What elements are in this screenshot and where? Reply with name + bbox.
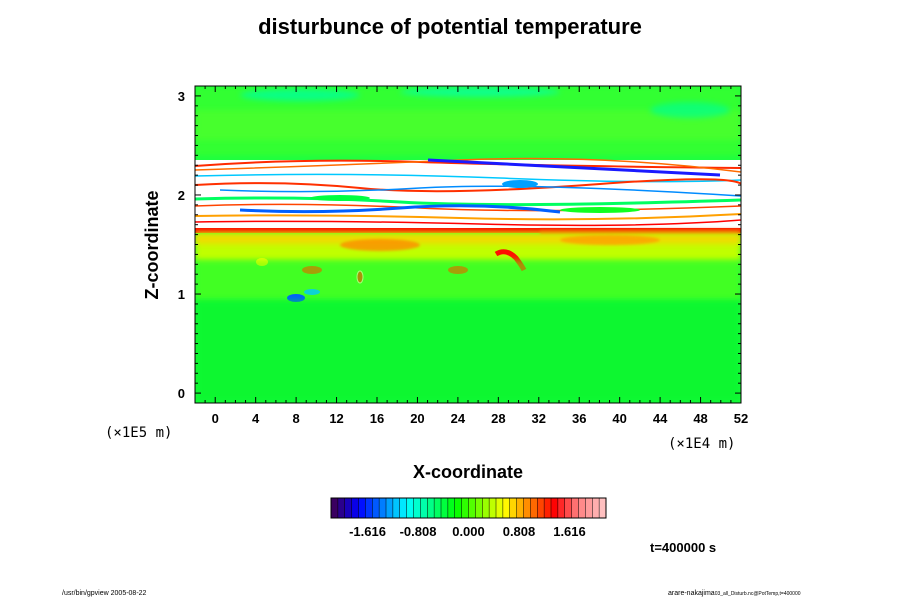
x-tick-label: 36 xyxy=(572,411,586,426)
footer-author: arare-nakajima xyxy=(668,590,715,597)
colorbar-tick-label: 0.000 xyxy=(452,524,485,539)
colorbar-swatch xyxy=(351,498,359,518)
y-tick-label: 2 xyxy=(178,188,185,203)
x-tick-label: 32 xyxy=(532,411,546,426)
colorbar-swatch xyxy=(372,498,380,518)
colorbar-swatch xyxy=(592,498,600,518)
colorbar-swatch xyxy=(523,498,531,518)
x-tick-label: 8 xyxy=(292,411,299,426)
colorbar-swatch xyxy=(537,498,545,518)
colorbar-swatch xyxy=(406,498,414,518)
colorbar-swatch xyxy=(564,498,573,518)
time-label: t=400000 s xyxy=(650,540,717,555)
colorbar-swatch xyxy=(337,498,346,518)
colorbar-frame xyxy=(330,497,607,519)
colorbar-swatch xyxy=(441,498,449,518)
colorbar-swatch xyxy=(392,498,401,518)
x-tick-label: 44 xyxy=(653,411,668,426)
x-tick-label: 4 xyxy=(252,411,260,426)
y-axis-title: Z-coordinate xyxy=(142,190,162,299)
colorbar-swatch xyxy=(530,498,538,518)
colorbar-swatch xyxy=(399,498,408,518)
colorbar-swatch xyxy=(489,498,497,518)
axis-ticks xyxy=(194,85,742,404)
x-tick-label: 12 xyxy=(329,411,343,426)
colorbar-swatch xyxy=(475,498,483,518)
colorbar-swatch xyxy=(551,498,559,518)
colorbar xyxy=(330,497,607,519)
colorbar-swatch xyxy=(365,498,373,518)
colorbar-swatch xyxy=(468,498,476,518)
footer-command: /usr/bin/gpview 2005-08-22 xyxy=(62,590,147,597)
colorbar-swatch xyxy=(447,498,456,518)
colorbar-swatch xyxy=(427,498,435,518)
colorbar-swatch xyxy=(585,498,593,518)
y-tick-label: 3 xyxy=(178,89,185,104)
x-unit-label: (×1E4 m) xyxy=(668,436,735,452)
x-tick-label: 40 xyxy=(612,411,626,426)
colorbar-swatch xyxy=(379,498,387,518)
x-tick-label: 24 xyxy=(451,411,466,426)
colorbar-swatch xyxy=(502,498,511,518)
y-unit-label: (×1E5 m) xyxy=(105,425,172,441)
colorbar-swatch xyxy=(578,498,586,518)
colorbar-swatch xyxy=(344,498,353,518)
x-tick-label: 20 xyxy=(410,411,424,426)
colorbar-swatch xyxy=(434,498,442,518)
x-tick-label: 48 xyxy=(693,411,707,426)
colorbar-tick-label: -0.808 xyxy=(400,524,437,539)
colorbar-swatch xyxy=(413,498,421,518)
colorbar-swatch xyxy=(482,498,490,518)
y-tick-label: 1 xyxy=(178,287,185,302)
x-axis-title: X-coordinate xyxy=(413,462,523,482)
colorbar-swatch xyxy=(544,498,552,518)
colorbar-swatch xyxy=(496,498,504,518)
x-tick-label: 0 xyxy=(212,411,219,426)
x-tick-labels: 0 4 8 12 16 20 24 28 32 36 40 44 48 52 xyxy=(212,411,749,426)
x-tick-label: 28 xyxy=(491,411,505,426)
y-tick-label: 0 xyxy=(178,386,185,401)
y-tick-labels: 0 1 2 3 xyxy=(178,89,185,401)
colorbar-swatch xyxy=(331,498,339,518)
colorbar-swatch xyxy=(571,498,579,518)
colorbar-tick-label: -1.616 xyxy=(349,524,386,539)
colorbar-labels: -1.616 -0.808 0.000 0.808 1.616 xyxy=(349,524,586,539)
colorbar-swatch xyxy=(454,498,463,518)
footer-file: 03_all_Disturb.nc@PotTemp,t=400000 xyxy=(714,591,801,597)
colorbar-swatch xyxy=(516,498,524,518)
colorbar-swatch xyxy=(386,498,394,518)
colorbar-swatch xyxy=(557,498,566,518)
colorbar-swatch xyxy=(358,498,366,518)
colorbar-swatch xyxy=(509,498,518,518)
heatmap-field xyxy=(195,86,741,403)
colorbar-swatch xyxy=(461,498,469,518)
colorbar-swatch xyxy=(599,498,607,518)
footer-source: arare-nakajima03_all_Disturb.nc@PotTemp,… xyxy=(668,590,801,597)
colorbar-swatch xyxy=(420,498,428,518)
colorbar-tick-label: 0.808 xyxy=(503,524,536,539)
x-tick-label: 52 xyxy=(734,411,748,426)
colorbar-tick-label: 1.616 xyxy=(553,524,586,539)
x-tick-label: 16 xyxy=(370,411,384,426)
chart-title: disturbunce of potential temperature xyxy=(258,14,642,39)
